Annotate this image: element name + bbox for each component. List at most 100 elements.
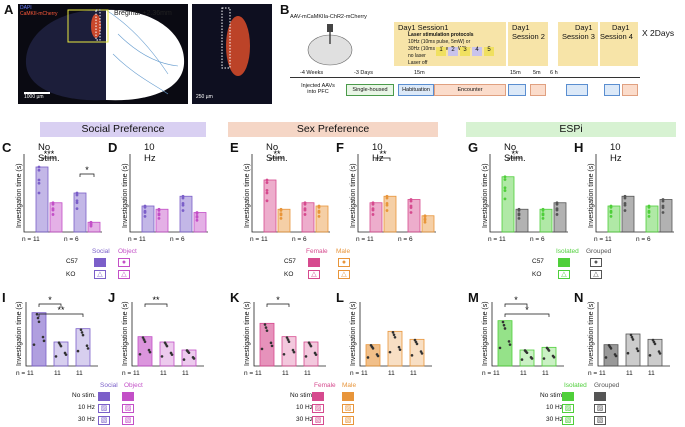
t-3days: -3 Days	[354, 70, 373, 76]
legend-swatch-ko-b-0: △	[118, 270, 130, 279]
panel-label-d: D	[108, 140, 118, 155]
legend-swatch-ko-b-2: △	[590, 270, 602, 279]
injected-label: Injected AAVs into PFC	[301, 83, 335, 95]
data-point	[517, 208, 521, 212]
sig-stars: *	[85, 165, 89, 175]
data-point	[303, 208, 307, 212]
legend2-swatch-b-1-1: ▨	[342, 404, 354, 413]
data-point	[517, 216, 521, 220]
data-point	[260, 347, 264, 351]
panel-label-c: C	[2, 140, 12, 155]
injection-brain-icon	[307, 24, 353, 66]
legend-c57-3: C57	[532, 258, 544, 265]
bar-30-hz	[181, 349, 197, 367]
legend-c57-1: C57	[66, 258, 78, 265]
session4-label: Session 4	[600, 32, 633, 41]
session3-box	[558, 22, 598, 66]
legend2-isolated: Isolated	[564, 382, 587, 389]
session4-day: Day1	[612, 23, 630, 32]
sig-stars: *	[514, 295, 518, 305]
single-housed-box: Single-housed	[346, 84, 394, 96]
data-point	[181, 196, 185, 200]
data-point	[501, 320, 505, 324]
data-point	[393, 335, 397, 339]
data-point	[57, 341, 61, 344]
legend2-swatch-b-2-1: ▨	[594, 404, 606, 413]
bar-male-ko	[421, 215, 435, 233]
data-point	[647, 215, 651, 218]
n-label: 11	[542, 370, 549, 377]
data-point	[609, 215, 613, 218]
data-point	[419, 350, 423, 353]
n-label: n = 11	[122, 370, 140, 377]
t-15m-a: 15m	[414, 70, 425, 76]
sig-bracket	[38, 303, 62, 307]
bar-10-hz	[625, 333, 641, 367]
panel-label-n: N	[574, 290, 584, 305]
n-label: 11	[160, 370, 167, 377]
legend2-30hz-2: 30 Hz	[296, 416, 313, 423]
sex-preference-header: Sex Preference	[228, 122, 438, 137]
n-label: n = 6	[64, 236, 79, 243]
legend2-grouped: Grouped	[594, 382, 620, 389]
bar-10-hz	[387, 330, 403, 367]
data-point	[503, 197, 507, 201]
legend2-swatch-a-1-2: ▧	[312, 416, 324, 425]
n-label: 11	[76, 370, 83, 377]
panel-label-g: G	[468, 140, 479, 155]
t-5m: 5m	[533, 70, 541, 76]
legend-female-label: Female	[306, 248, 328, 255]
data-point	[604, 356, 608, 359]
bar-female-ko	[301, 202, 315, 233]
bar-30-hz	[303, 341, 319, 367]
n-label: n = 11	[128, 236, 146, 243]
data-point	[503, 327, 507, 330]
panel-label-e: E	[230, 140, 239, 155]
bar-no-stim-	[31, 312, 47, 367]
chart-svg: **	[251, 149, 330, 233]
data-point	[169, 351, 173, 355]
n-label: n = 6	[530, 236, 545, 243]
data-point	[555, 213, 559, 216]
data-point	[270, 344, 274, 348]
n-label: n = 6	[398, 236, 413, 243]
data-point	[282, 352, 286, 356]
data-point	[75, 199, 79, 203]
legend2-swatch-a-1-1: ▨	[312, 404, 324, 413]
bar-10-hz	[519, 349, 535, 367]
n-label: 11	[282, 370, 289, 377]
data-point	[303, 213, 307, 216]
data-point	[157, 213, 161, 217]
zoom-image: 250 µm	[192, 4, 272, 104]
data-point	[263, 323, 267, 326]
legend2-swatch-a-0-1: ▨	[98, 404, 110, 413]
t-6h: 6 h	[550, 70, 558, 76]
data-point	[143, 215, 147, 218]
data-point	[502, 323, 506, 327]
legend2-nostim-2: No stim.	[290, 392, 314, 399]
n-label: n = 11	[588, 370, 606, 377]
data-point	[37, 168, 41, 172]
n-label: n = 11	[22, 236, 40, 243]
panel-label-f: F	[336, 140, 344, 155]
data-point	[415, 342, 419, 346]
bar-object-c57	[49, 202, 63, 233]
session3-label: Session 3	[562, 32, 595, 41]
legend-c57-2: C57	[284, 258, 296, 265]
data-point	[409, 206, 413, 210]
data-point	[265, 189, 269, 192]
data-point	[647, 205, 651, 209]
data-point	[141, 336, 145, 339]
legend2-30hz-3: 30 Hz	[546, 416, 563, 423]
data-point	[89, 223, 93, 227]
data-point	[385, 203, 389, 207]
data-point	[75, 193, 79, 197]
sig-stars: *	[525, 305, 529, 315]
data-point	[32, 343, 36, 346]
data-point	[414, 340, 418, 344]
data-point	[609, 211, 613, 214]
legend-swatch-c57-b-2: ●	[590, 258, 602, 267]
sig-bracket	[375, 157, 391, 161]
data-point	[37, 178, 41, 182]
n-label: 11	[648, 370, 655, 377]
